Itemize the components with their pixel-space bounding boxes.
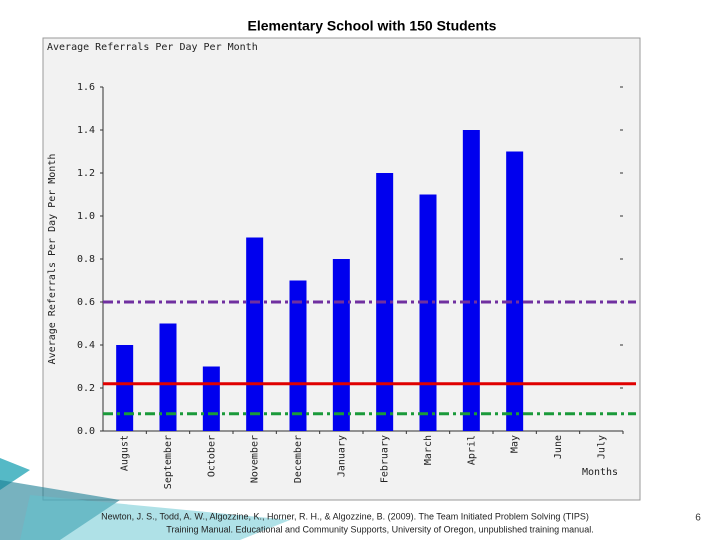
citation: Training Manual. Educational and Communi… (166, 524, 593, 534)
y-tick-label: 1.0 (77, 211, 95, 222)
x-axis-label: Months (582, 467, 618, 478)
y-tick-label: 1.6 (77, 82, 95, 93)
x-tick-label: August (120, 435, 131, 471)
x-tick-label: October (206, 435, 217, 477)
x-tick-label: September (163, 435, 174, 489)
y-tick-label: 0.2 (77, 383, 95, 394)
x-tick-label: January (336, 435, 347, 477)
x-tick-label: May (510, 435, 521, 453)
bar (116, 345, 134, 431)
y-tick-label: 0.8 (77, 254, 95, 265)
y-axis-label: Average Referrals Per Day Per Month (47, 154, 58, 365)
x-tick-label: June (553, 435, 564, 459)
bar (419, 194, 437, 431)
x-tick-label: April (466, 435, 477, 465)
x-tick-label: March (423, 435, 434, 465)
bar (506, 151, 524, 431)
bar (246, 237, 264, 431)
bar (159, 323, 177, 431)
y-tick-label: 0.6 (77, 297, 95, 308)
bar (332, 259, 350, 431)
x-tick-label: November (250, 435, 261, 483)
slide-title: Elementary School with 150 Students (248, 18, 497, 34)
x-tick-label: December (293, 435, 304, 483)
y-tick-label: 1.4 (77, 125, 95, 136)
plot: 0.0 0.2 0.4 0.6 0.8 1.0 1.2 1.4 1.6 August Septemb… (77, 82, 636, 489)
citation: Newton, J. S., Todd, A. W., Algozzine, K… (101, 511, 589, 521)
page-number: 6 (695, 513, 701, 524)
decoration (20, 495, 290, 540)
bar (202, 366, 220, 431)
x-tick-label: July (596, 435, 607, 459)
bar (462, 130, 480, 431)
chart-title: Average Referrals Per Day Per Month (47, 42, 258, 53)
y-tick-label: 0.4 (77, 340, 95, 351)
y-tick-label: 0.0 (77, 426, 95, 437)
x-tick-label: February (380, 435, 391, 483)
y-tick-label: 1.2 (77, 168, 95, 179)
bar (289, 280, 307, 431)
